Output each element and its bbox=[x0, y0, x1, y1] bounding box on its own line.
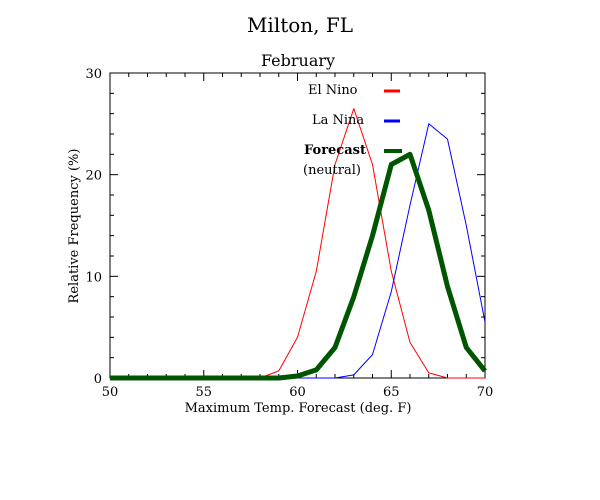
legend-label-la-nina: La Nina bbox=[312, 113, 364, 128]
x-tick-label: 50 bbox=[102, 385, 119, 400]
y-tick-label: 20 bbox=[85, 169, 102, 184]
legend: El Nino La Nina Forecast (neutral) bbox=[303, 83, 402, 178]
plot-frame bbox=[109, 72, 486, 379]
x-tick-label: 60 bbox=[289, 385, 306, 400]
series-lines bbox=[110, 108, 487, 381]
y-tick-label: 30 bbox=[85, 67, 102, 82]
x-axis-label: Maximum Temp. Forecast (deg. F) bbox=[185, 401, 412, 416]
legend-label-forecast: Forecast bbox=[304, 143, 366, 158]
series-line-la-nina bbox=[110, 123, 486, 379]
legend-label-forecast-neutral: (neutral) bbox=[303, 163, 361, 178]
y-axis-label: Relative Frequency (%) bbox=[67, 149, 82, 304]
y-tick-label: 10 bbox=[85, 270, 102, 285]
chart-subtitle: February bbox=[261, 51, 335, 70]
series-line-el-nino bbox=[110, 108, 485, 379]
chart-title: Milton, FL bbox=[247, 13, 353, 37]
y-tick-labels: 0 10 20 30 bbox=[85, 67, 102, 387]
x-tick-label: 55 bbox=[195, 385, 212, 400]
x-tick-label: 70 bbox=[477, 385, 494, 400]
tick-marks bbox=[109, 72, 486, 379]
series-line-forecast bbox=[110, 151, 487, 381]
y-tick-label: 0 bbox=[94, 372, 102, 387]
legend-label-el-nino: El Nino bbox=[308, 83, 358, 98]
x-tick-label: 65 bbox=[383, 385, 400, 400]
x-tick-labels: 50 55 60 65 70 bbox=[102, 385, 494, 400]
